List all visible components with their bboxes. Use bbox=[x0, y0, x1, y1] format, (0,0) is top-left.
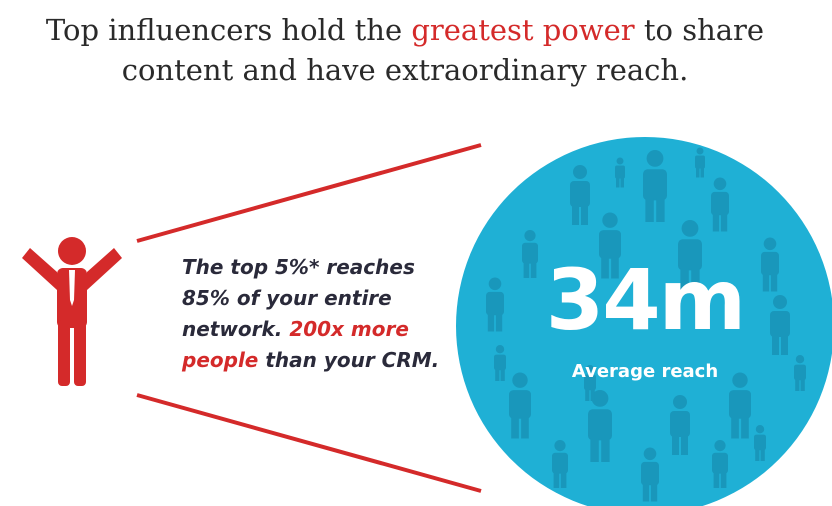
crowd-figure bbox=[615, 157, 625, 188]
crowd-figure bbox=[522, 230, 538, 278]
stat-label: Average reach bbox=[571, 361, 719, 382]
crowd-figure bbox=[754, 425, 766, 461]
crowd-figure bbox=[711, 177, 729, 232]
body-text: The top 5%* reaches 85% of your entire n… bbox=[182, 252, 452, 376]
reach-line bbox=[136, 143, 482, 243]
influencer-icon bbox=[22, 237, 122, 386]
crowd-figure bbox=[794, 355, 806, 391]
body-highlight: 200x more people bbox=[182, 317, 409, 372]
crowd-figure bbox=[570, 165, 590, 225]
crowd-figure bbox=[695, 147, 705, 178]
crowd-figure bbox=[584, 365, 596, 401]
crowd-figure bbox=[599, 212, 621, 279]
headline-text: Top influencers hold the bbox=[45, 13, 403, 47]
crowd-figure bbox=[761, 237, 779, 292]
crowd-figure bbox=[712, 440, 728, 488]
crowd-figure bbox=[770, 295, 790, 355]
stat-value: 34m bbox=[545, 251, 746, 349]
headline-text: to share content and have extraordinary … bbox=[121, 13, 765, 87]
crowd-figure bbox=[643, 150, 667, 222]
crowd-figure bbox=[509, 372, 531, 439]
crowd-figure bbox=[641, 447, 659, 502]
headline: Top influencers hold the greatest power … bbox=[10, 10, 800, 90]
crowd-figure bbox=[678, 220, 702, 292]
crowd-figure bbox=[552, 440, 568, 488]
crowd-figure bbox=[729, 372, 751, 439]
crowd-figure bbox=[670, 395, 690, 455]
body-text-part: The top 5%* reaches 85% of your entire n… bbox=[182, 255, 415, 341]
reach-line bbox=[136, 393, 482, 493]
body-text-part: than your CRM. bbox=[265, 348, 440, 372]
crowd-figure bbox=[588, 390, 612, 462]
crowd-figure bbox=[486, 277, 504, 332]
tie bbox=[69, 270, 75, 306]
headline-highlight: greatest power bbox=[411, 13, 635, 47]
crowd-pattern bbox=[486, 147, 806, 502]
crowd-figure bbox=[494, 345, 506, 381]
